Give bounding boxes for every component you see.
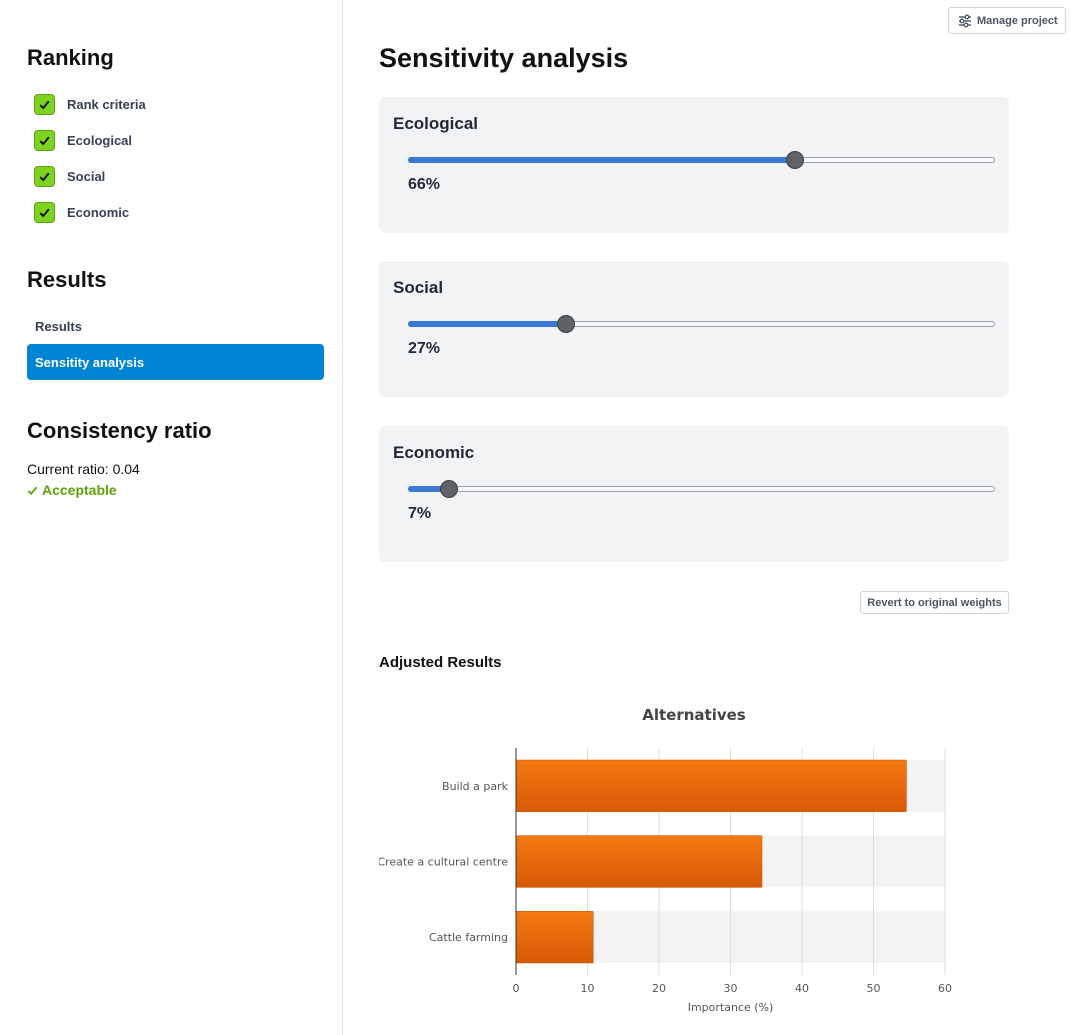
category-label: Create a cultural centre <box>379 856 508 869</box>
bar <box>515 759 907 812</box>
slider-track[interactable] <box>408 486 995 492</box>
checkbox-checked-icon[interactable] <box>34 129 55 151</box>
ranking-item-social[interactable]: Social <box>34 164 105 188</box>
checkbox-checked-icon[interactable] <box>34 201 55 223</box>
sidebar: Ranking Rank criteria Ecological Social … <box>0 0 343 1035</box>
check-icon <box>27 486 38 495</box>
weight-slider-ecological[interactable] <box>408 149 995 171</box>
category-label: Cattle farming <box>429 931 508 944</box>
adjusted-results-heading: Adjusted Results <box>379 654 502 671</box>
sliders-icon <box>959 14 971 27</box>
criterion-title: Economic <box>393 443 475 462</box>
page-title: Sensitivity analysis <box>379 43 629 73</box>
criterion-percent: 27% <box>408 340 441 357</box>
weight-slider-social[interactable] <box>408 313 995 335</box>
x-tick-label: 30 <box>724 982 738 995</box>
criterion-percent: 66% <box>408 176 441 193</box>
category-label: Build a park <box>442 780 509 793</box>
checkbox-checked-icon[interactable] <box>34 165 55 187</box>
alternatives-chart: Alternatives 0 10 20 30 40 50 60 Build a park Cre… <box>379 695 1009 1025</box>
criterion-title: Social <box>393 278 444 297</box>
slider-thumb[interactable] <box>786 151 805 169</box>
ranking-item-label: Ecological <box>67 132 133 148</box>
slider-thumb[interactable] <box>440 480 459 498</box>
slider-thumb[interactable] <box>557 315 576 333</box>
slider-fill <box>408 157 796 163</box>
bar <box>515 835 763 888</box>
nav-item-results[interactable]: Results <box>35 318 82 334</box>
ranking-heading: Ranking <box>27 45 114 70</box>
chart-title: Alternatives <box>642 706 746 724</box>
slider-fill <box>408 486 450 492</box>
ranking-item-ecological[interactable]: Ecological <box>34 128 132 152</box>
ranking-item-economic[interactable]: Economic <box>34 200 129 224</box>
consistency-status: Acceptable <box>27 482 117 498</box>
consistency-ratio-heading: Consistency ratio <box>27 418 212 443</box>
weight-slider-economic[interactable] <box>408 478 995 500</box>
ranking-item-label: Rank criteria <box>67 96 146 112</box>
x-tick-label: 0 <box>513 982 520 995</box>
slider-fill <box>408 321 567 327</box>
current-ratio-text: Current ratio: 0.04 <box>27 461 140 477</box>
criterion-card-ecological: Ecological 66% <box>379 97 1009 233</box>
criterion-card-social: Social 27% <box>379 261 1009 397</box>
ranking-item-rank-criteria[interactable]: Rank criteria <box>34 92 146 116</box>
x-tick-label: 50 <box>867 982 881 995</box>
bar <box>515 911 594 964</box>
manage-project-button[interactable]: Manage project <box>948 7 1066 34</box>
consistency-status-label: Acceptable <box>42 482 117 498</box>
checkbox-checked-icon[interactable] <box>34 93 55 115</box>
x-tick-label: 60 <box>938 982 952 995</box>
ranking-item-label: Social <box>67 168 106 184</box>
x-axis-label: Importance (%) <box>688 1001 774 1014</box>
nav-item-sensitivity-analysis[interactable]: Sensitity analysis <box>27 344 324 380</box>
ranking-item-label: Economic <box>67 204 130 220</box>
revert-weights-button[interactable]: Revert to original weights <box>860 591 1009 614</box>
x-tick-label: 40 <box>795 982 809 995</box>
x-tick-label: 20 <box>652 982 666 995</box>
results-heading: Results <box>27 267 107 292</box>
x-tick-label: 10 <box>581 982 595 995</box>
alternatives-bar-chart: Alternatives 0 10 20 30 40 50 60 Build a park Cre… <box>379 706 952 1014</box>
criterion-percent: 7% <box>408 505 432 522</box>
criterion-card-economic: Economic 7% <box>379 426 1009 562</box>
criterion-title: Ecological <box>393 114 479 133</box>
manage-project-label: Manage project <box>977 14 1058 27</box>
